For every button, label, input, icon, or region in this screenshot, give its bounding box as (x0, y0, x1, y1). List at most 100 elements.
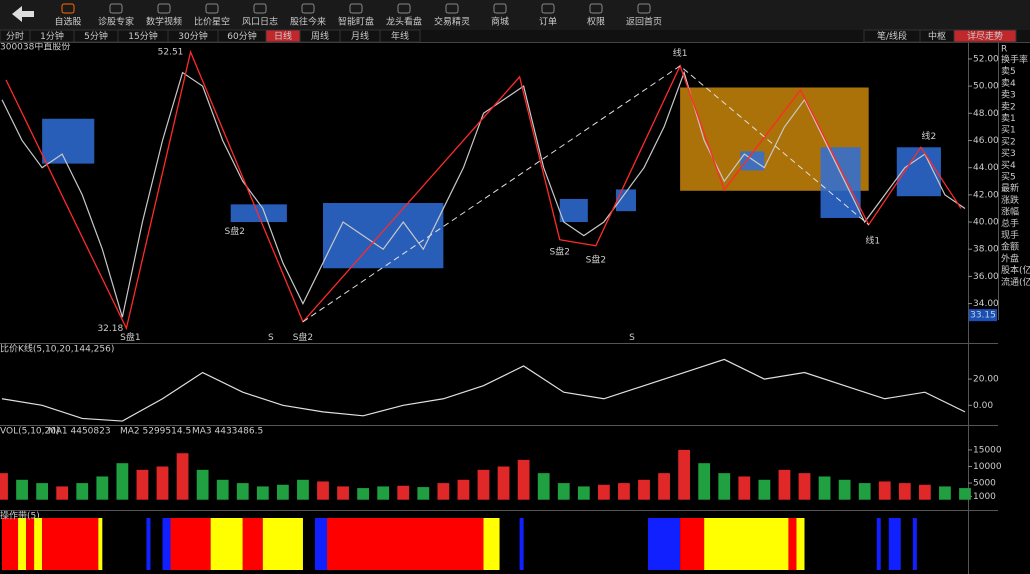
period-tab-label[interactable]: 30分钟 (178, 30, 207, 42)
period-tab-label[interactable]: 15分钟 (128, 30, 157, 42)
side-row-label: 卖3 (1001, 90, 1016, 101)
ma-label: MA1 4450823 (48, 427, 111, 437)
toolbar-item[interactable]: 数学视频 (146, 16, 182, 28)
volume-bar (898, 483, 911, 500)
volume-bar (457, 479, 470, 500)
volume-bar (778, 469, 791, 500)
toolbar-item[interactable]: 自选股 (54, 16, 81, 28)
y-tick-label: 52.00 (973, 54, 999, 64)
period-tab-label[interactable]: 60分钟 (227, 30, 256, 42)
period-tab-label[interactable]: 日线 (274, 30, 292, 42)
toolbar-icon[interactable] (397, 3, 411, 14)
toolbar-item[interactable]: 诊股专家 (98, 16, 134, 28)
side-row-label: 卖1 (1001, 113, 1016, 124)
band-segment (483, 518, 500, 570)
side-row-label: 买4 (1001, 160, 1016, 171)
volume-bar (76, 483, 89, 500)
volume-bar (577, 486, 590, 500)
toolbar-icon[interactable] (445, 3, 459, 14)
volume-bar (397, 485, 410, 500)
side-tab-label[interactable]: 中枢 (928, 30, 946, 42)
toolbar-icon[interactable] (253, 3, 267, 14)
toolbar-item[interactable]: 订单 (539, 16, 557, 28)
volume-bar (276, 484, 289, 500)
volume-bar (698, 463, 711, 500)
toolbar-icon[interactable] (493, 3, 507, 14)
side-marker: R (1001, 45, 1007, 55)
side-row-label: 最新 (1001, 182, 1019, 194)
current-price-badge (969, 309, 997, 322)
y-tick-label: 5000 (973, 479, 996, 489)
annotation: 线2 (922, 130, 937, 142)
toolbar-item[interactable]: 返回首页 (626, 16, 662, 28)
period-tab[interactable] (379, 29, 421, 43)
toolbar-icon[interactable] (589, 3, 603, 14)
y-tick-label: 0.00 (973, 401, 993, 411)
side-tab-label[interactable]: 详尽走势 (967, 30, 1003, 42)
volume-bar (878, 481, 891, 500)
band-segment (146, 518, 151, 570)
y-tick-label: 20.00 (973, 375, 999, 385)
side-row-label: 流通(亿 (1001, 276, 1030, 288)
toolbar-item[interactable]: 龙头看盘 (386, 16, 422, 28)
toolbar-icon[interactable] (301, 3, 315, 14)
volume-bar (337, 486, 349, 500)
period-tab-label[interactable]: 年线 (391, 30, 409, 42)
volume-bar (297, 479, 309, 500)
y-tick-label: 38.00 (973, 245, 999, 255)
pivot-box (230, 204, 287, 223)
volume-bar (537, 473, 550, 500)
toolbar-icon[interactable] (109, 3, 123, 14)
price-line (1, 358, 966, 422)
ma-label: MA2 5299514.5 (120, 427, 191, 437)
volume-bar (196, 469, 209, 500)
band-segment (210, 518, 243, 570)
volume-bar (136, 469, 149, 500)
period-tab-label[interactable]: 1分钟 (40, 30, 64, 42)
toolbar-item[interactable]: 风口日志 (242, 16, 278, 28)
pivot-box (615, 189, 636, 212)
period-tab-label[interactable]: 5分钟 (84, 30, 108, 42)
annotation: 线1 (865, 235, 880, 247)
toolbar-icon[interactable] (349, 3, 363, 14)
period-tab-label[interactable]: 周线 (311, 30, 329, 42)
volume-bar (317, 481, 329, 500)
band-segment (262, 518, 303, 570)
band-segment (34, 518, 43, 570)
toolbar-item[interactable]: 股往今来 (290, 16, 326, 28)
y-tick-label: 10000 (973, 462, 1002, 472)
toolbar-icon[interactable] (61, 3, 75, 14)
toolbar-item[interactable]: 商城 (491, 16, 509, 28)
toolbar-icon[interactable] (541, 3, 555, 14)
toolbar-item[interactable]: 交易精灵 (434, 16, 470, 28)
panel-title: VOL(5,10,20) (0, 427, 59, 437)
panel-title: 比价K线(5,10,20,144,256) (0, 343, 114, 355)
toolbar-item[interactable]: 权限 (587, 16, 605, 28)
toolbar-item[interactable]: 智能盯盘 (338, 16, 374, 28)
band-segment (327, 518, 484, 570)
toolbar-item[interactable]: 比价星空 (194, 16, 230, 28)
side-row-label: 总手 (1001, 217, 1019, 229)
side-tab-label[interactable]: 笔/线段 (877, 30, 907, 42)
side-row-label: 卖4 (1001, 78, 1016, 89)
annotation: S (268, 333, 274, 343)
volume-bar (176, 453, 189, 500)
back-button[interactable] (12, 6, 34, 22)
band-segment (26, 518, 35, 570)
toolbar-icon[interactable] (157, 3, 171, 14)
toolbar-icon[interactable] (205, 3, 219, 14)
period-tab-label[interactable]: 分时 (6, 30, 24, 42)
annotation: 32.18 (97, 324, 123, 334)
band-segment (519, 518, 524, 570)
side-row-label: 金额 (1001, 241, 1019, 253)
toolbar-icon[interactable] (637, 3, 651, 14)
side-row-label: 涨幅 (1001, 206, 1019, 218)
volume-bar (56, 486, 69, 500)
panel-title: 操作带(5) (0, 510, 40, 522)
volume-bar (96, 476, 109, 500)
y-tick-label: 36.00 (973, 272, 999, 282)
volume-bar (638, 479, 650, 500)
volume-bar (216, 479, 229, 500)
period-tab-label[interactable]: 月线 (351, 30, 369, 42)
side-tab[interactable] (953, 29, 1017, 43)
